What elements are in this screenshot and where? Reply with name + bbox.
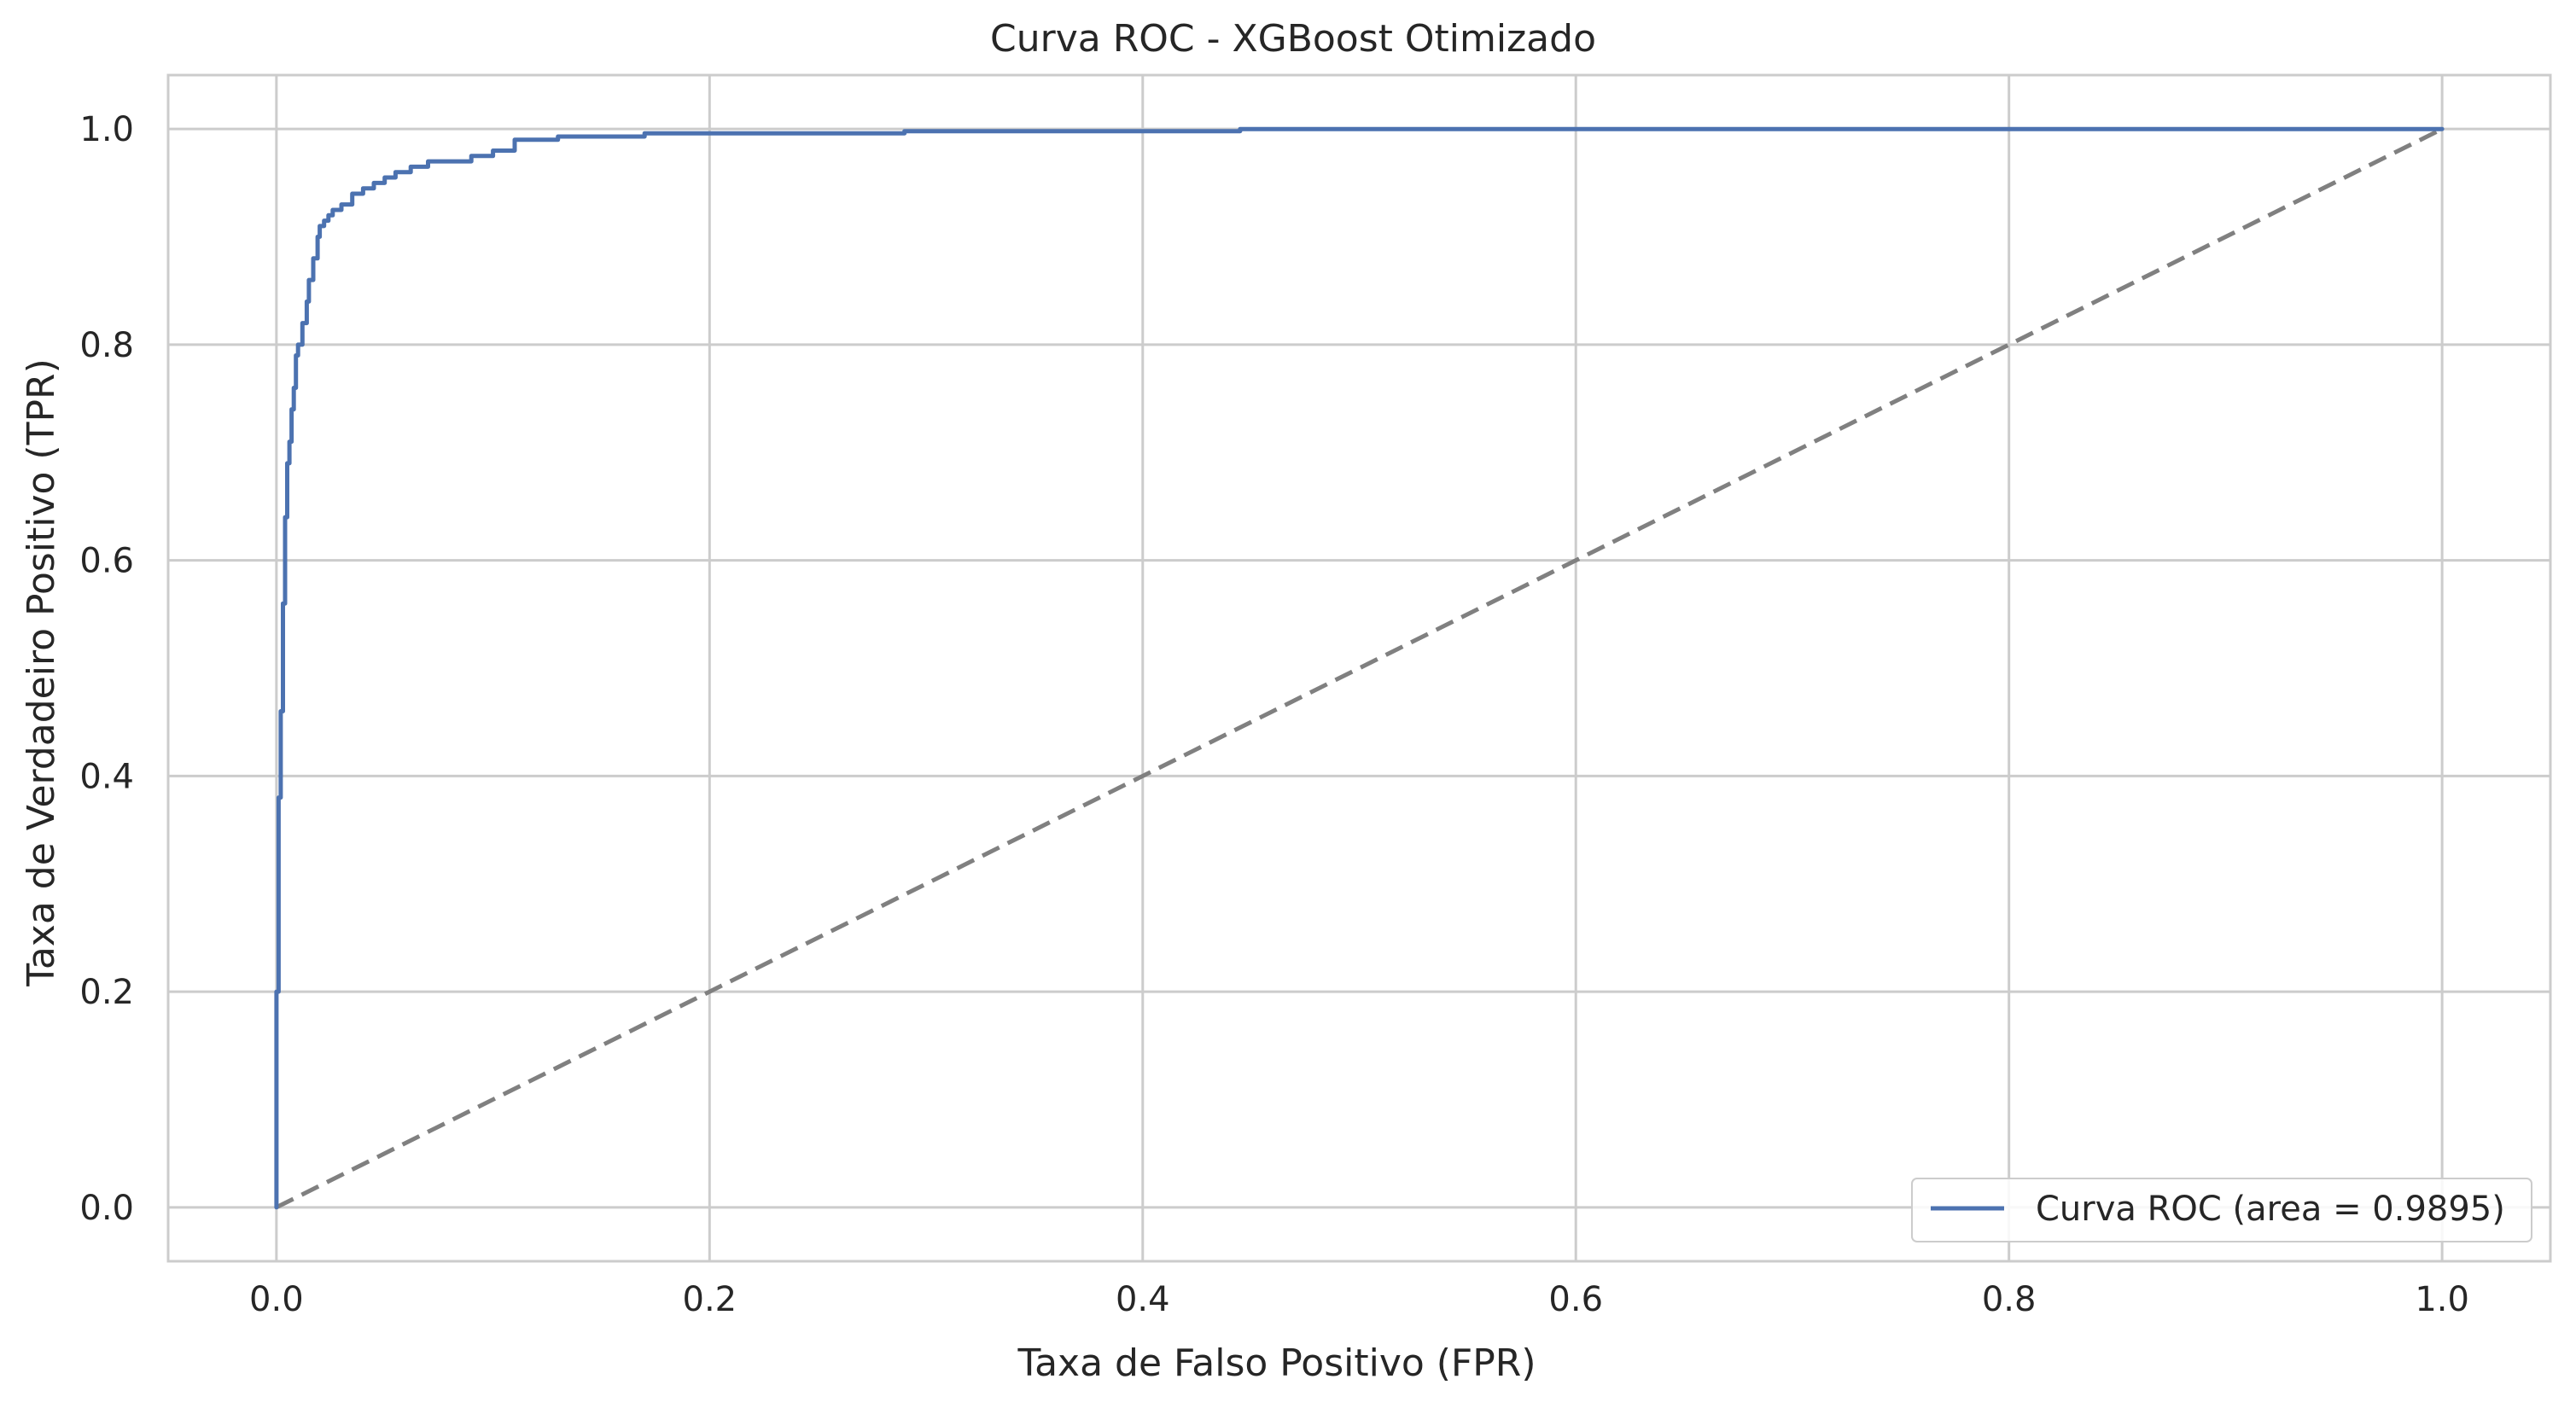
legend-label: Curva ROC (area = 0.9895): [2036, 1190, 2505, 1229]
legend: Curva ROC (area = 0.9895): [1911, 1178, 2532, 1242]
x-tick-label: 0.8: [1982, 1280, 2037, 1319]
x-axis-label: Taxa de Falso Positivo (FPR): [1017, 1341, 1536, 1385]
y-tick-label: 0.2: [79, 973, 134, 1012]
x-tick-label: 0.0: [249, 1280, 304, 1319]
y-tick-label: 0.6: [79, 542, 134, 581]
series-layer: [274, 126, 2445, 1210]
diagonal-reference-line: [275, 126, 2444, 1210]
x-tick-label: 0.6: [1548, 1280, 1603, 1319]
y-axis-label: Taxa de Verdadeiro Positivo (TPR): [20, 358, 63, 987]
roc-curve: [274, 126, 2445, 1210]
x-tick-label: 0.4: [1116, 1280, 1170, 1319]
y-tick-label: 0.4: [79, 757, 134, 796]
tick-labels: 0.0 0.2 0.4 0.6 0.8 1.0 0.0 0.2 0.4 0.6 0.8 1.0: [79, 110, 2469, 1319]
y-tick-label: 1.0: [79, 110, 134, 149]
chart-title: Curva ROC - XGBoost Otimizado: [990, 17, 1596, 61]
x-tick-label: 0.2: [683, 1280, 737, 1319]
y-tick-label: 0.0: [79, 1189, 134, 1228]
legend-box: [1911, 1178, 2532, 1242]
x-tick-label: 1.0: [2415, 1280, 2469, 1319]
y-tick-label: 0.8: [79, 326, 134, 365]
plot-frame: [166, 73, 2552, 1263]
